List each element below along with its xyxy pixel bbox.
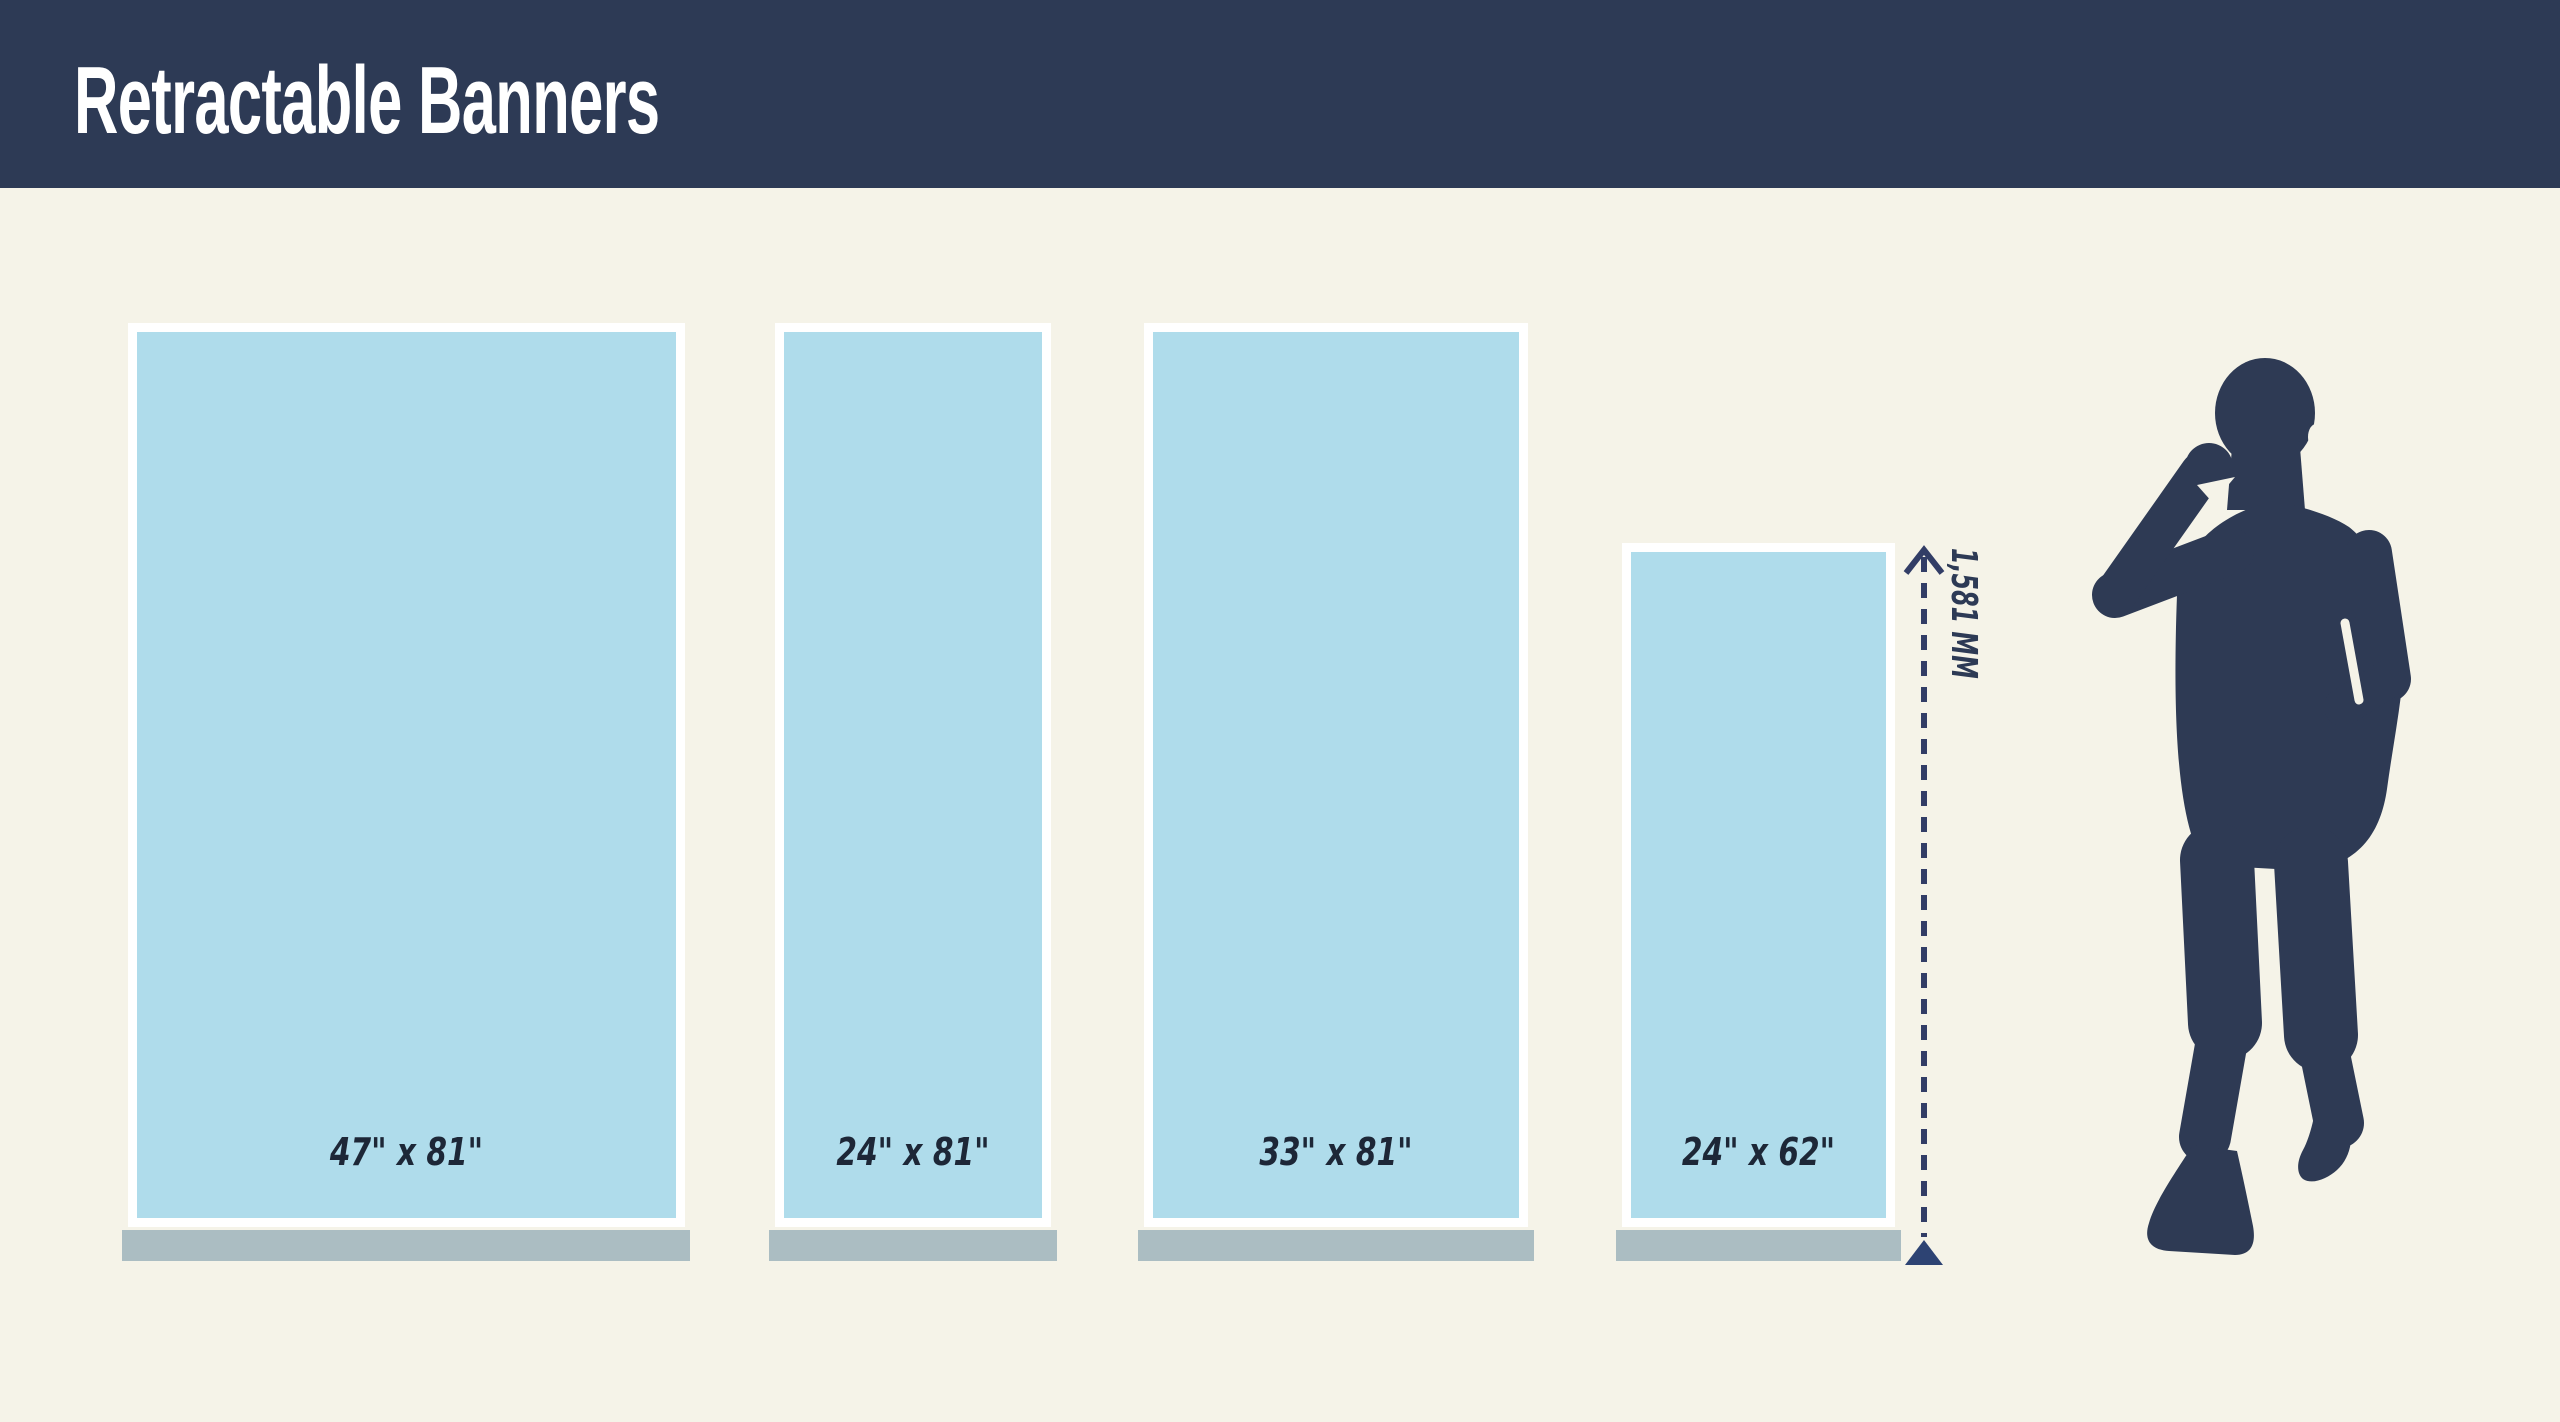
- banner-24x81: 24" x 81": [775, 323, 1051, 1227]
- banner-24x62-label: 24" x 62": [1681, 1130, 1836, 1174]
- silhouette-foot-back: [2298, 1111, 2352, 1182]
- banner-24x81-label: 24" x 81": [836, 1130, 990, 1174]
- banner-47x81-face: 47" x 81": [137, 332, 676, 1218]
- silhouette-upper-arm-left: [2346, 530, 2411, 702]
- silhouette-neck: [2227, 435, 2305, 510]
- arrow-triangle-bottom-icon: [1905, 1240, 1943, 1265]
- title-bar: Retractable Banners: [0, 0, 2560, 188]
- page-title: Retractable Banners: [74, 47, 660, 154]
- silhouette-face-notch: [2308, 424, 2324, 450]
- silhouette-hand-right: [2185, 443, 2233, 491]
- silhouette-torso: [2175, 501, 2401, 871]
- arrow-chevron-top-icon: [1903, 545, 1945, 575]
- banner-33x81-face: 33" x 81": [1153, 332, 1519, 1218]
- silhouette-forearm-right: [2094, 452, 2222, 616]
- banner-33x81-label: 33" x 81": [1259, 1130, 1413, 1174]
- silhouette-arm-gap: [2340, 618, 2364, 705]
- banner-24x62-face: 24" x 62": [1631, 552, 1886, 1218]
- diagram-stage: 47" x 81" 24" x 81" 33" x 81" 24" x 62" …: [0, 188, 2560, 1422]
- banner-33x81: 33" x 81": [1144, 323, 1528, 1227]
- banner-24x62-base: [1616, 1230, 1901, 1261]
- banner-33x81-base: [1138, 1230, 1534, 1261]
- silhouette-thigh-back: [2274, 826, 2358, 1072]
- banner-24x81-face: 24" x 81": [784, 332, 1042, 1218]
- silhouette-calf-front: [2179, 997, 2251, 1163]
- banner-24x62: 24" x 62": [1622, 543, 1895, 1227]
- banner-24x81-base: [769, 1230, 1057, 1261]
- silhouette-shoe-front: [2147, 1145, 2254, 1255]
- silhouette-calf-back: [2296, 1010, 2364, 1148]
- banner-47x81-label: 47" x 81": [329, 1130, 484, 1174]
- measurement-arrow: [1903, 545, 1945, 1265]
- banner-47x81-base: [122, 1230, 690, 1261]
- silhouette-forearm-left: [2324, 660, 2407, 726]
- silhouette-hand-gap: [2197, 477, 2235, 503]
- silhouette-thigh-front: [2180, 823, 2262, 1060]
- measurement-label: 1,581 MM: [1943, 548, 1984, 679]
- banner-47x81: 47" x 81": [128, 323, 685, 1227]
- person-silhouette: [2092, 358, 2411, 1255]
